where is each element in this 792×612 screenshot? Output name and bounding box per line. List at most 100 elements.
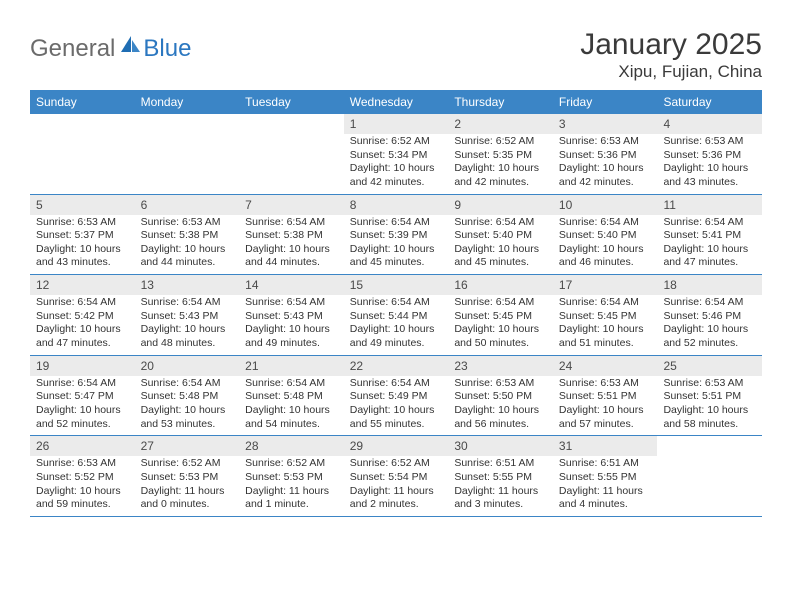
day-details: Sunrise: 6:54 AMSunset: 5:46 PMDaylight:… (657, 295, 762, 355)
calendar-day: 26Sunrise: 6:53 AMSunset: 5:52 PMDayligh… (30, 436, 135, 516)
day-number: 2 (448, 114, 553, 134)
calendar-day: 24Sunrise: 6:53 AMSunset: 5:51 PMDayligh… (553, 356, 658, 436)
day-number: 25 (657, 356, 762, 376)
day-details: Sunrise: 6:54 AMSunset: 5:40 PMDaylight:… (553, 215, 658, 275)
day-number: 6 (135, 195, 240, 215)
day-details: Sunrise: 6:53 AMSunset: 5:38 PMDaylight:… (135, 215, 240, 275)
day-number: 31 (553, 436, 658, 456)
title-block: January 2025 Xipu, Fujian, China (580, 28, 762, 82)
day-details: Sunrise: 6:51 AMSunset: 5:55 PMDaylight:… (553, 456, 658, 516)
day-number: 30 (448, 436, 553, 456)
calendar-day: 13Sunrise: 6:54 AMSunset: 5:43 PMDayligh… (135, 275, 240, 355)
calendar: SundayMondayTuesdayWednesdayThursdayFrid… (30, 90, 762, 517)
day-details: Sunrise: 6:52 AMSunset: 5:35 PMDaylight:… (448, 134, 553, 194)
calendar-day: 12Sunrise: 6:54 AMSunset: 5:42 PMDayligh… (30, 275, 135, 355)
day-number: 11 (657, 195, 762, 215)
calendar-day: 1Sunrise: 6:52 AMSunset: 5:34 PMDaylight… (344, 114, 449, 194)
calendar-day: 25Sunrise: 6:53 AMSunset: 5:51 PMDayligh… (657, 356, 762, 436)
day-number: 23 (448, 356, 553, 376)
calendar-week: 1Sunrise: 6:52 AMSunset: 5:34 PMDaylight… (30, 114, 762, 195)
weekday-header: Friday (553, 90, 658, 114)
day-number: 9 (448, 195, 553, 215)
day-number: 7 (239, 195, 344, 215)
day-number (657, 436, 762, 442)
day-number (239, 114, 344, 120)
day-number: 5 (30, 195, 135, 215)
location: Xipu, Fujian, China (580, 62, 762, 82)
day-number: 20 (135, 356, 240, 376)
day-number: 17 (553, 275, 658, 295)
calendar-day: 15Sunrise: 6:54 AMSunset: 5:44 PMDayligh… (344, 275, 449, 355)
calendar-day: 14Sunrise: 6:54 AMSunset: 5:43 PMDayligh… (239, 275, 344, 355)
weekday-header: Tuesday (239, 90, 344, 114)
day-details: Sunrise: 6:53 AMSunset: 5:52 PMDaylight:… (30, 456, 135, 516)
day-number: 27 (135, 436, 240, 456)
day-details: Sunrise: 6:54 AMSunset: 5:42 PMDaylight:… (30, 295, 135, 355)
calendar-week: 19Sunrise: 6:54 AMSunset: 5:47 PMDayligh… (30, 356, 762, 437)
calendar-day: 2Sunrise: 6:52 AMSunset: 5:35 PMDaylight… (448, 114, 553, 194)
month-title: January 2025 (580, 28, 762, 62)
day-details: Sunrise: 6:54 AMSunset: 5:39 PMDaylight:… (344, 215, 449, 275)
day-details: Sunrise: 6:54 AMSunset: 5:40 PMDaylight:… (448, 215, 553, 275)
day-details: Sunrise: 6:54 AMSunset: 5:45 PMDaylight:… (448, 295, 553, 355)
day-number: 12 (30, 275, 135, 295)
day-details: Sunrise: 6:54 AMSunset: 5:43 PMDaylight:… (239, 295, 344, 355)
calendar-day: 31Sunrise: 6:51 AMSunset: 5:55 PMDayligh… (553, 436, 658, 516)
day-details: Sunrise: 6:54 AMSunset: 5:49 PMDaylight:… (344, 376, 449, 436)
day-details: Sunrise: 6:54 AMSunset: 5:41 PMDaylight:… (657, 215, 762, 275)
day-number: 26 (30, 436, 135, 456)
calendar-day: 23Sunrise: 6:53 AMSunset: 5:50 PMDayligh… (448, 356, 553, 436)
weekday-header-row: SundayMondayTuesdayWednesdayThursdayFrid… (30, 90, 762, 114)
calendar-day: 27Sunrise: 6:52 AMSunset: 5:53 PMDayligh… (135, 436, 240, 516)
calendar-day: 8Sunrise: 6:54 AMSunset: 5:39 PMDaylight… (344, 195, 449, 275)
calendar-day (657, 436, 762, 516)
day-number: 14 (239, 275, 344, 295)
day-details: Sunrise: 6:54 AMSunset: 5:43 PMDaylight:… (135, 295, 240, 355)
calendar-day (239, 114, 344, 194)
day-number (30, 114, 135, 120)
calendar-day: 6Sunrise: 6:53 AMSunset: 5:38 PMDaylight… (135, 195, 240, 275)
day-number: 28 (239, 436, 344, 456)
day-number: 3 (553, 114, 658, 134)
day-details: Sunrise: 6:53 AMSunset: 5:51 PMDaylight:… (553, 376, 658, 436)
day-details: Sunrise: 6:52 AMSunset: 5:53 PMDaylight:… (239, 456, 344, 516)
calendar-day: 29Sunrise: 6:52 AMSunset: 5:54 PMDayligh… (344, 436, 449, 516)
day-number: 19 (30, 356, 135, 376)
day-number: 16 (448, 275, 553, 295)
day-details: Sunrise: 6:54 AMSunset: 5:45 PMDaylight:… (553, 295, 658, 355)
calendar-day: 19Sunrise: 6:54 AMSunset: 5:47 PMDayligh… (30, 356, 135, 436)
calendar-day: 17Sunrise: 6:54 AMSunset: 5:45 PMDayligh… (553, 275, 658, 355)
weekday-header: Saturday (657, 90, 762, 114)
day-details: Sunrise: 6:53 AMSunset: 5:51 PMDaylight:… (657, 376, 762, 436)
day-details: Sunrise: 6:54 AMSunset: 5:48 PMDaylight:… (239, 376, 344, 436)
day-number: 29 (344, 436, 449, 456)
day-number: 1 (344, 114, 449, 134)
day-number: 24 (553, 356, 658, 376)
calendar-body: 1Sunrise: 6:52 AMSunset: 5:34 PMDaylight… (30, 114, 762, 517)
day-number: 21 (239, 356, 344, 376)
day-number (135, 114, 240, 120)
brand-part1: General (30, 35, 115, 63)
header: General Blue January 2025 Xipu, Fujian, … (30, 28, 762, 82)
calendar-day (135, 114, 240, 194)
day-details: Sunrise: 6:52 AMSunset: 5:53 PMDaylight:… (135, 456, 240, 516)
calendar-day (30, 114, 135, 194)
day-details: Sunrise: 6:54 AMSunset: 5:48 PMDaylight:… (135, 376, 240, 436)
calendar-day: 22Sunrise: 6:54 AMSunset: 5:49 PMDayligh… (344, 356, 449, 436)
calendar-day: 4Sunrise: 6:53 AMSunset: 5:36 PMDaylight… (657, 114, 762, 194)
day-details: Sunrise: 6:53 AMSunset: 5:36 PMDaylight:… (553, 134, 658, 194)
day-number: 8 (344, 195, 449, 215)
day-number: 10 (553, 195, 658, 215)
calendar-day: 18Sunrise: 6:54 AMSunset: 5:46 PMDayligh… (657, 275, 762, 355)
day-number: 18 (657, 275, 762, 295)
calendar-day: 10Sunrise: 6:54 AMSunset: 5:40 PMDayligh… (553, 195, 658, 275)
day-details: Sunrise: 6:54 AMSunset: 5:38 PMDaylight:… (239, 215, 344, 275)
day-details: Sunrise: 6:53 AMSunset: 5:50 PMDaylight:… (448, 376, 553, 436)
brand-part2: Blue (143, 35, 191, 63)
weekday-header: Monday (135, 90, 240, 114)
day-details: Sunrise: 6:52 AMSunset: 5:34 PMDaylight:… (344, 134, 449, 194)
calendar-day: 21Sunrise: 6:54 AMSunset: 5:48 PMDayligh… (239, 356, 344, 436)
calendar-day: 3Sunrise: 6:53 AMSunset: 5:36 PMDaylight… (553, 114, 658, 194)
brand-logo: General Blue (30, 34, 191, 63)
calendar-week: 26Sunrise: 6:53 AMSunset: 5:52 PMDayligh… (30, 436, 762, 517)
